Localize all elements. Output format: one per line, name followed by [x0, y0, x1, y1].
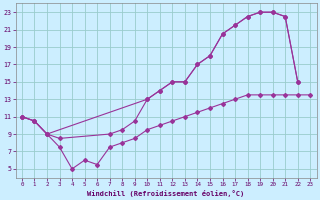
- X-axis label: Windchill (Refroidissement éolien,°C): Windchill (Refroidissement éolien,°C): [87, 190, 245, 197]
